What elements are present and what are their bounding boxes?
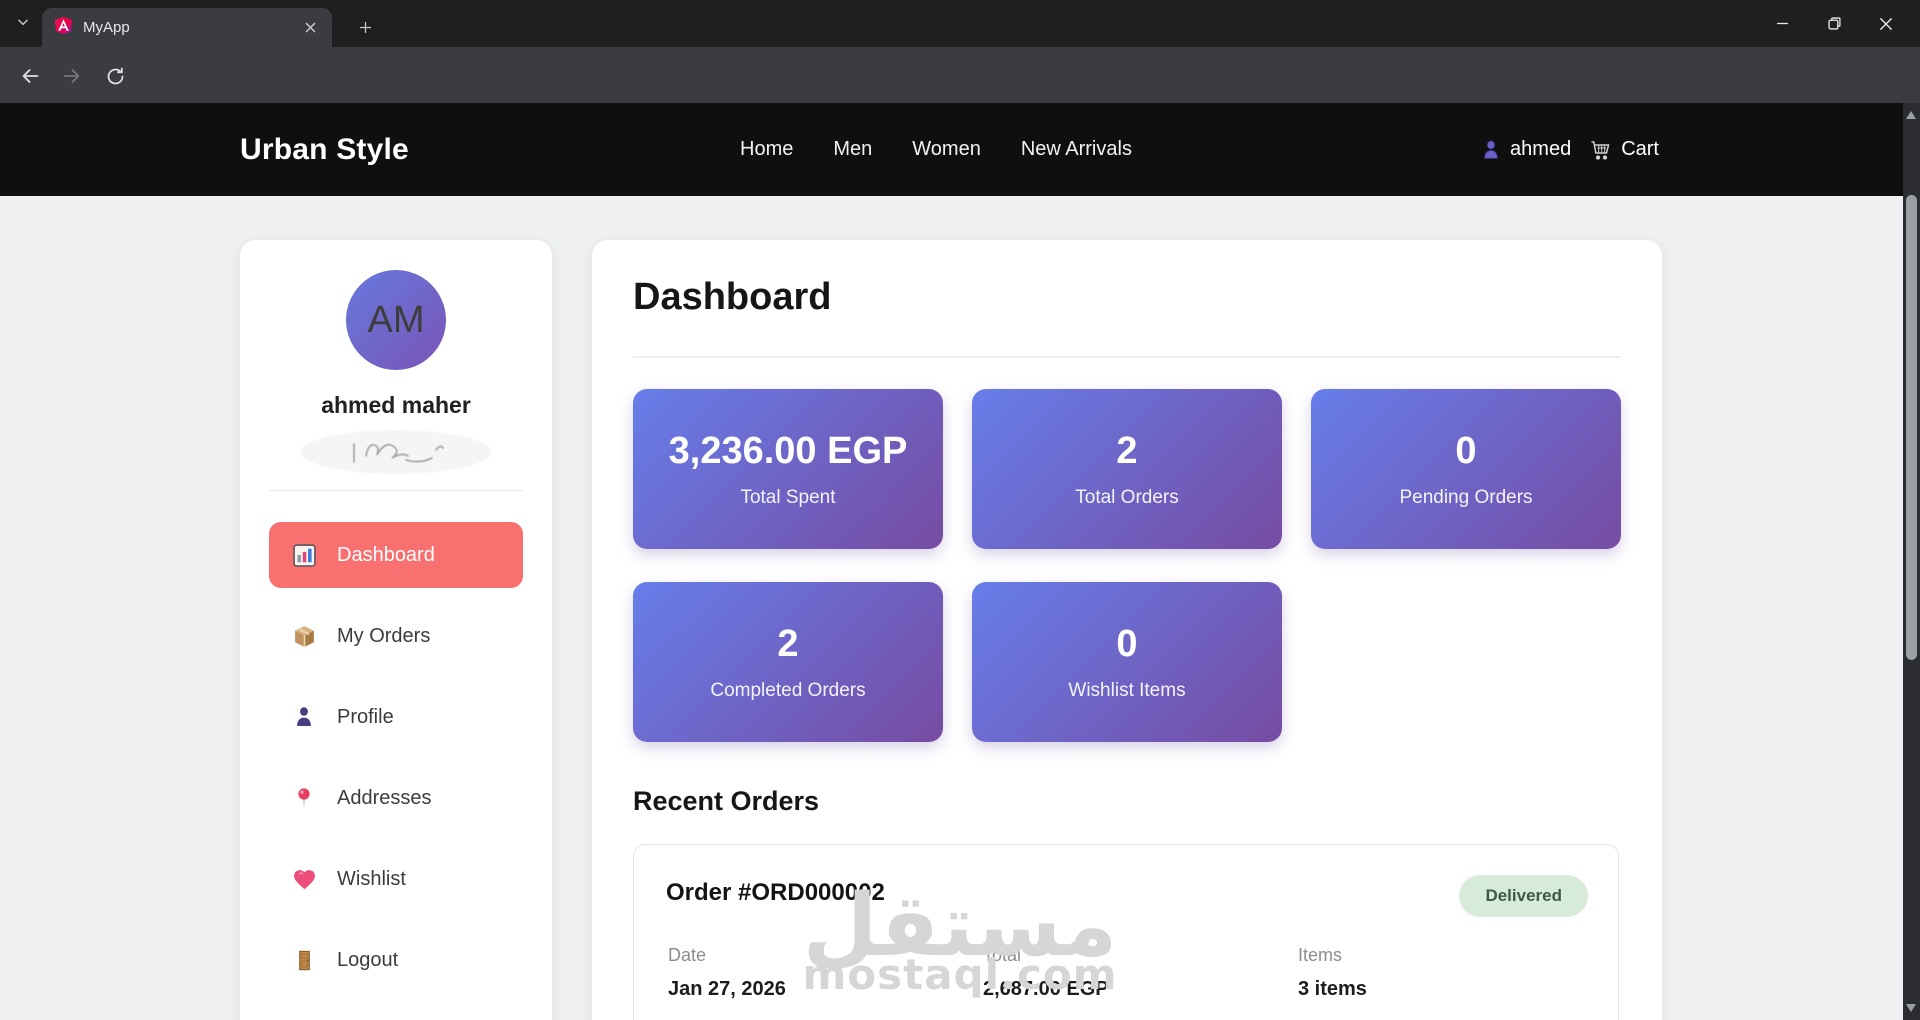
sidebar-item-label: Addresses — [337, 786, 432, 809]
field-value: 3 items — [1298, 978, 1367, 1000]
sidebar-item-profile[interactable]: Profile — [269, 684, 523, 750]
stat-label: Total Spent — [740, 486, 836, 508]
stat-card-total-spent: 3,236.00 EGP Total Spent — [633, 389, 943, 549]
account-label: ahmed — [1510, 138, 1572, 160]
stat-label: Completed Orders — [710, 679, 866, 701]
tab-strip: MyApp — [0, 0, 1920, 47]
stat-value: 0 — [1455, 429, 1477, 472]
chevron-down-icon — [16, 15, 30, 34]
profile-name: ahmed maher — [321, 392, 471, 418]
stat-card-total-orders: 2 Total Orders — [972, 389, 1282, 549]
page-scrollbar[interactable] — [1903, 103, 1920, 1020]
recent-orders-heading: Recent Orders — [633, 786, 820, 816]
cart-icon — [1591, 140, 1610, 160]
sidebar-item-dashboard[interactable]: Dashboard — [269, 522, 523, 588]
account-sidebar: AM ahmed maher Dashboard — [240, 240, 552, 1020]
stat-label: Total Orders — [1075, 486, 1179, 508]
stat-card-wishlist-items: 0 Wishlist Items — [972, 582, 1282, 742]
browser-tab[interactable]: MyApp — [42, 8, 332, 47]
nav-link-new-arrivals[interactable]: New Arrivals — [1020, 138, 1132, 160]
window-close-button[interactable] — [1860, 0, 1912, 47]
scrollbar-up-arrow-icon[interactable] — [1906, 111, 1916, 119]
sidebar-item-addresses[interactable]: Addresses — [269, 765, 523, 831]
forward-arrow-icon — [63, 69, 80, 83]
status-badge: Delivered — [1459, 875, 1588, 917]
bar-chart-icon — [291, 542, 317, 568]
order-title: Order #ORD000002 — [666, 879, 885, 906]
blurred-email — [301, 430, 491, 474]
angular-favicon-icon — [54, 16, 73, 40]
sidebar-item-wishlist[interactable]: Wishlist — [269, 846, 523, 912]
field-label: Date — [668, 945, 707, 965]
order-field-date: Date Jan 27, 2026 — [668, 945, 983, 1001]
reload-icon — [107, 67, 123, 84]
forward-button[interactable] — [60, 64, 84, 88]
stat-label: Wishlist Items — [1068, 679, 1186, 701]
nav-right-group: ahmed Cart — [1480, 138, 1659, 162]
window-restore-button[interactable] — [1808, 0, 1860, 47]
field-value: Jan 27, 2026 — [668, 978, 786, 1000]
pushpin-icon — [291, 785, 317, 811]
sidebar-item-my-orders[interactable]: My Orders — [269, 603, 523, 669]
field-label: Items — [1298, 945, 1343, 965]
brand-logo[interactable]: Urban Style — [240, 132, 409, 166]
user-bust-icon — [1484, 140, 1498, 159]
nav-link-home[interactable]: Home — [740, 138, 794, 160]
tab-title: MyApp — [83, 19, 130, 36]
sidebar-item-label: Wishlist — [337, 867, 406, 890]
stat-card-completed-orders: 2 Completed Orders — [633, 582, 943, 742]
avatar: AM — [346, 270, 446, 370]
person-icon — [291, 704, 317, 730]
account-link[interactable]: ahmed — [1480, 138, 1571, 161]
scrollbar-thumb[interactable] — [1906, 195, 1917, 660]
nav-link-women[interactable]: Women — [912, 138, 981, 160]
stat-value: 2 — [1116, 429, 1138, 472]
title-divider — [633, 356, 1621, 358]
tab-close-button[interactable] — [300, 18, 320, 38]
cart-link[interactable]: Cart — [1589, 138, 1659, 162]
page-title: Dashboard — [633, 276, 832, 318]
reload-button[interactable] — [103, 64, 127, 88]
tab-search-button[interactable] — [10, 11, 36, 37]
stat-value: 0 — [1116, 622, 1138, 665]
stat-value: 3,236.00 EGP — [668, 429, 908, 472]
nav-link-men[interactable]: Men — [833, 138, 873, 160]
dashboard-panel: Dashboard 3,236.00 EGP Total Spent 2 Tot… — [592, 240, 1662, 1020]
sidebar-item-logout[interactable]: Logout — [269, 927, 523, 993]
order-field-items: Items 3 items — [1298, 945, 1613, 1001]
field-label: Total — [983, 945, 1022, 965]
back-arrow-icon — [22, 69, 39, 83]
nav-links: Home Men Women New Arrivals — [740, 138, 1132, 161]
sidebar-item-label: Dashboard — [337, 543, 435, 566]
stat-label: Pending Orders — [1399, 486, 1533, 508]
door-icon — [291, 947, 317, 973]
stat-value: 2 — [777, 622, 799, 665]
site-navbar: Urban Style Home Men Women New Arrivals … — [0, 103, 1920, 196]
sidebar-item-label: My Orders — [337, 624, 431, 647]
stat-card-pending-orders: 0 Pending Orders — [1311, 389, 1621, 549]
sidebar-item-label: Logout — [337, 948, 399, 971]
back-button[interactable] — [18, 64, 42, 88]
order-fields: Date Jan 27, 2026 Total 2,687.00 EGP Ite… — [668, 945, 1613, 1001]
order-field-total: Total 2,687.00 EGP — [983, 945, 1298, 1001]
sidebar-divider — [269, 490, 523, 491]
cart-label: Cart — [1621, 138, 1659, 160]
package-icon — [291, 623, 317, 649]
scrollbar-down-arrow-icon[interactable] — [1906, 1004, 1916, 1012]
window-minimize-button[interactable] — [1756, 0, 1808, 47]
new-tab-button[interactable] — [350, 12, 380, 42]
sidebar-menu: Dashboard My Orders — [269, 522, 523, 1008]
order-card: Order #ORD000002 Delivered Date Jan 27, … — [633, 844, 1619, 1020]
stats-grid: 3,236.00 EGP Total Spent 2 Total Orders … — [633, 389, 1633, 742]
sidebar-item-label: Profile — [337, 705, 394, 728]
browser-toolbar: localhost:4200/account — [0, 47, 1920, 141]
heart-icon — [291, 866, 317, 892]
window-controls — [1756, 0, 1912, 47]
field-value: 2,687.00 EGP — [983, 978, 1109, 1000]
